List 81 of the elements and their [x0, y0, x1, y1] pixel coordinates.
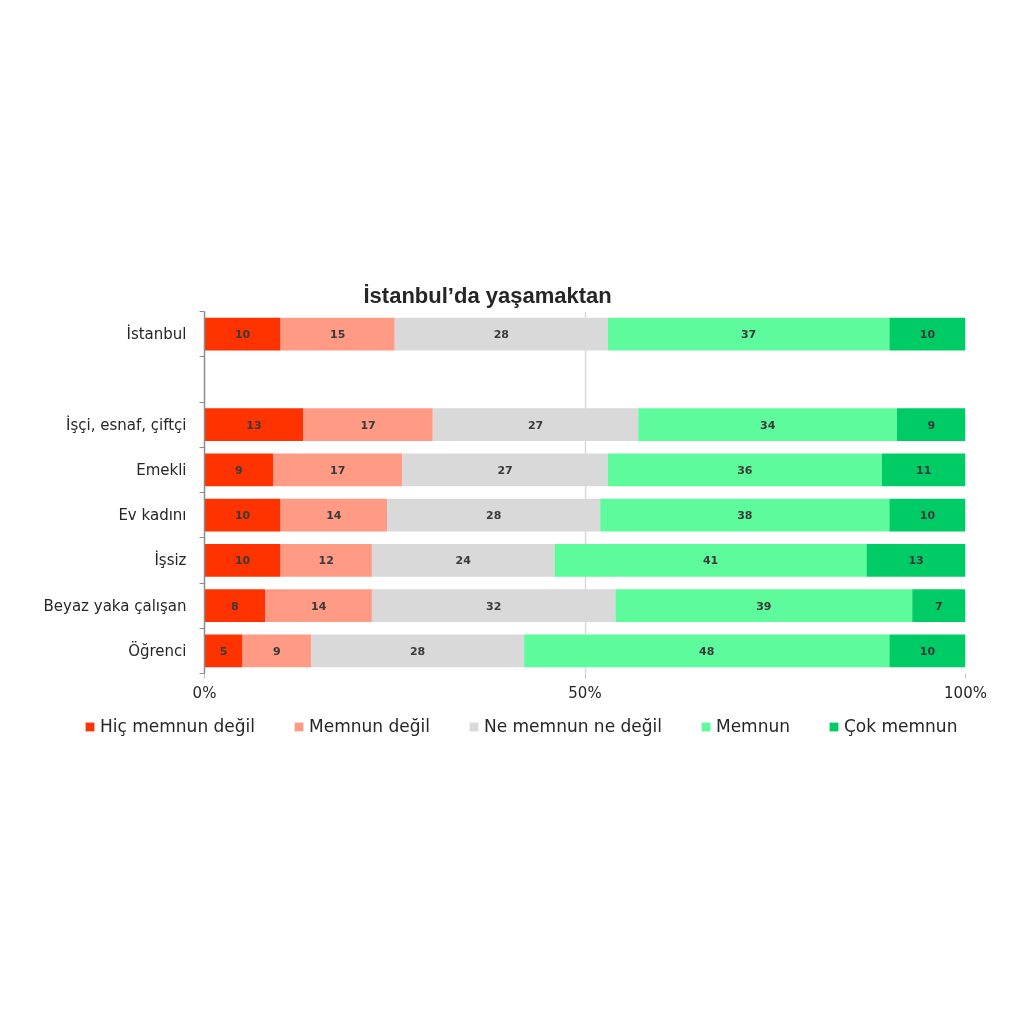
data-label: 9 [234, 463, 243, 477]
data-label: 7 [935, 599, 943, 613]
data-label: 27 [497, 463, 513, 477]
data-label: 28 [409, 644, 426, 658]
data-label: 27 [527, 418, 544, 432]
legend-label: Ne memnun ne değil [483, 716, 662, 736]
chart-title: İstanbul’da yaşamaktan [363, 282, 612, 308]
data-label: 14 [326, 509, 342, 523]
bar [280, 317, 395, 351]
bar [311, 634, 525, 668]
legend-label: Memnun değil [309, 716, 430, 736]
bar [204, 589, 266, 622]
bar [204, 408, 304, 441]
bar [889, 634, 966, 668]
data-label: 10 [234, 328, 251, 342]
bar [912, 589, 966, 622]
bar [615, 589, 913, 622]
bar [204, 634, 243, 668]
bar [607, 317, 890, 351]
bar [889, 317, 966, 351]
x-tick-label: 100% [944, 683, 987, 702]
y-tick-label: Beyaz yaka çalışan [43, 596, 187, 615]
data-label: 39 [756, 599, 772, 613]
data-label: 41 [702, 554, 719, 568]
data-label: 36 [737, 463, 753, 477]
data-label: 13 [908, 554, 924, 568]
bar [204, 544, 281, 577]
bar [371, 544, 555, 577]
data-label: 28 [486, 509, 502, 523]
bar [866, 544, 966, 577]
data-label: 28 [493, 328, 509, 342]
bar [242, 634, 312, 668]
y-tick-label: Öğrenci [128, 640, 187, 660]
bar [881, 453, 966, 487]
y-tick-label: Emekli [136, 460, 187, 479]
data-label: 9 [927, 418, 936, 432]
data-label: 24 [455, 554, 472, 568]
legend-label: Hiç memnun değil [100, 716, 256, 736]
y-tick-label: İstanbul [126, 324, 187, 344]
bar [638, 408, 898, 441]
bar [889, 498, 966, 532]
data-label: 48 [699, 644, 715, 658]
data-label: 9 [272, 644, 281, 658]
data-label: 14 [311, 599, 327, 613]
data-label: 8 [231, 599, 239, 613]
data-label: 12 [318, 554, 334, 568]
data-label: 10 [234, 554, 251, 568]
x-tick-label: 0% [192, 683, 217, 702]
bar [204, 317, 281, 351]
data-label: 37 [740, 328, 757, 342]
legend-label: Çok memnun [844, 716, 958, 736]
data-label: 17 [330, 463, 346, 477]
data-label: 5 [219, 644, 228, 658]
bar [524, 634, 890, 668]
bar [303, 408, 433, 441]
bar [600, 498, 890, 532]
data-label: 15 [330, 328, 346, 342]
y-tick-label: İşçi, esnaf, çiftçi [66, 414, 187, 434]
bar [280, 544, 372, 577]
data-label: 34 [759, 418, 776, 432]
bar [204, 498, 281, 532]
bar [280, 498, 388, 532]
data-label: 17 [360, 418, 376, 432]
bar [607, 453, 882, 487]
bar [265, 589, 372, 622]
bar [554, 544, 867, 577]
data-label: 38 [737, 509, 753, 523]
data-label: 10 [919, 644, 936, 658]
y-tick-label: Ev kadını [118, 506, 187, 525]
bar [897, 408, 966, 441]
bar [272, 453, 403, 487]
y-tick-label: İşsiz [154, 550, 187, 570]
x-tick-label: 50% [568, 683, 602, 702]
legend-label: Memnun [715, 716, 790, 736]
data-label: 10 [919, 328, 936, 342]
data-label: 10 [919, 509, 936, 523]
data-label: 32 [486, 599, 502, 613]
bar [204, 453, 273, 487]
data-label: 11 [915, 463, 932, 477]
data-label: 13 [246, 418, 262, 432]
data-label: 10 [234, 509, 251, 523]
